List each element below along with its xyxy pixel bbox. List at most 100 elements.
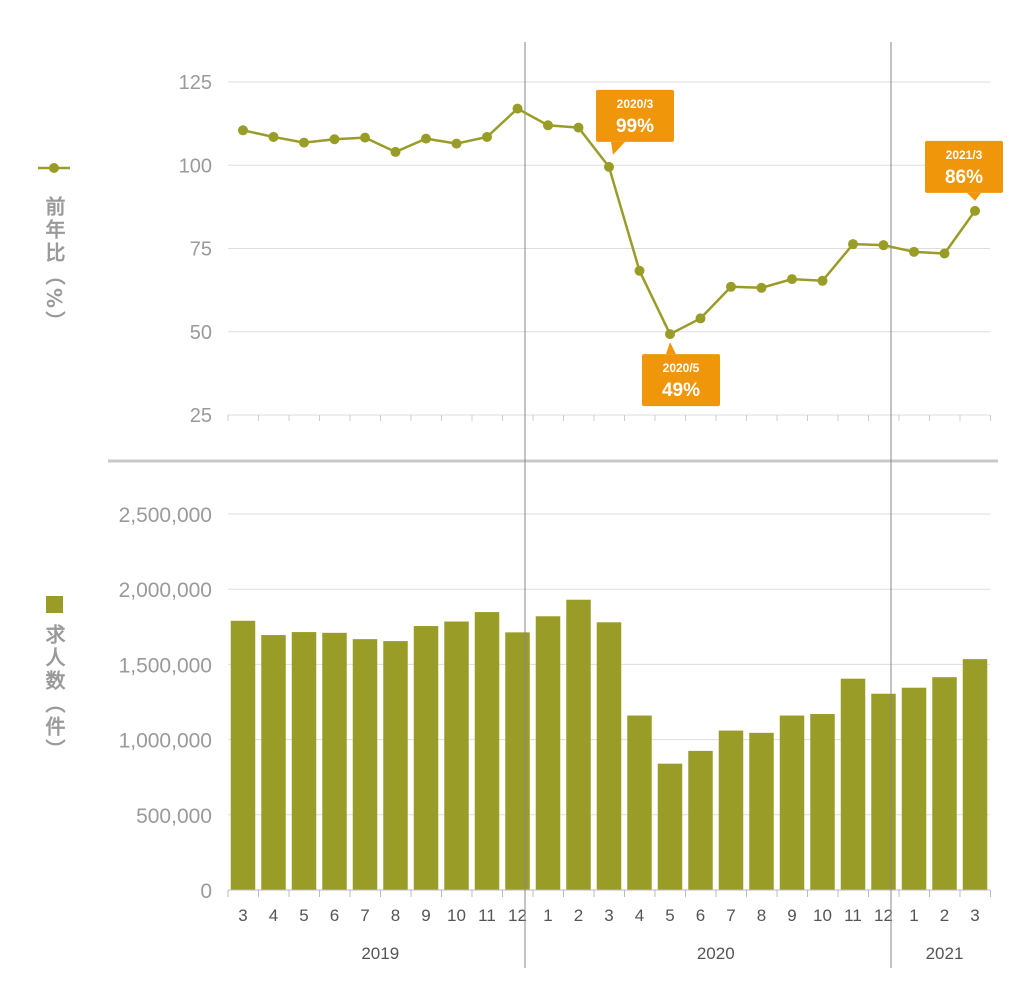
x-tick-label: 4: [635, 906, 644, 925]
bar: [749, 732, 774, 890]
line-series: [242, 107, 977, 336]
callout: 2020/5 49%: [642, 342, 720, 407]
line-point: [756, 282, 767, 293]
bar: [505, 632, 530, 890]
x-tick-label: 4: [269, 906, 278, 925]
bar-y-tick-label: 1,000,000: [119, 730, 212, 753]
line-point: [665, 329, 675, 340]
line-point: [848, 239, 858, 250]
line-point: [604, 161, 614, 172]
x-tick-label: 5: [299, 906, 308, 925]
x-tick-label: 3: [238, 906, 247, 925]
callout-box: [925, 140, 1003, 193]
callout-value: 86%: [945, 167, 983, 188]
line-point: [451, 138, 462, 149]
line-point: [299, 137, 309, 148]
bar: [413, 626, 439, 890]
bar-y-axis-title: 求人数（件）: [42, 624, 66, 762]
line-point: [787, 274, 797, 285]
callout-box: [596, 89, 674, 142]
line-y-tick-label: 75: [190, 239, 212, 261]
line-point: [909, 246, 919, 257]
bar: [627, 715, 652, 890]
callout-date: 2021/3: [946, 148, 983, 162]
bar: [779, 715, 805, 890]
line-point: [238, 125, 248, 136]
x-tick-label: 2: [574, 906, 583, 925]
year-label: 2019: [361, 944, 399, 963]
line-y-tick-label: 50: [190, 322, 212, 344]
line-point: [939, 248, 950, 259]
callout-date: 2020/3: [617, 97, 654, 111]
bar: [871, 693, 896, 890]
line-point: [573, 122, 584, 133]
line-point: [970, 205, 980, 216]
x-tick-label: 12: [874, 906, 893, 925]
bar: [230, 620, 256, 890]
bar: [718, 730, 744, 890]
callout-date: 2020/5: [663, 361, 700, 375]
bar: [688, 750, 713, 890]
bar: [291, 632, 317, 890]
bar: [962, 659, 988, 890]
bar: [596, 622, 622, 890]
bar: [901, 687, 927, 890]
bar: [566, 599, 591, 890]
line-legend-dot: [49, 163, 59, 173]
line-y-tick-label: 100: [179, 155, 212, 177]
callout-pointer: [611, 141, 625, 155]
line-y-tick-label: 25: [190, 405, 212, 427]
line-point: [695, 313, 706, 324]
bar-y-tick-label: 2,000,000: [119, 579, 212, 602]
bar: [840, 678, 866, 890]
bar: [383, 641, 408, 890]
line-point: [512, 103, 523, 114]
x-tick-label: 7: [360, 906, 369, 925]
bar: [474, 612, 500, 890]
callout: 2020/3 99%: [596, 89, 674, 155]
bar: [932, 677, 957, 890]
year-label: 2020: [697, 944, 735, 963]
callout-pointer: [666, 342, 676, 355]
x-tick-label: 8: [391, 906, 400, 925]
bar-y-tick-label: 2,500,000: [119, 504, 212, 527]
x-tick-label: 12: [508, 906, 527, 925]
bar-y-tick-label: 500,000: [136, 805, 212, 828]
line-point: [634, 265, 645, 276]
callout-value: 49%: [662, 380, 700, 401]
callout-pointer: [967, 192, 981, 201]
line-point: [878, 240, 889, 251]
x-tick-label: 11: [478, 906, 496, 925]
bar: [535, 616, 561, 890]
bar-y-tick-label: 1,500,000: [119, 654, 212, 677]
bar-y-tick-label: 0: [200, 880, 212, 903]
line-y-tick-label: 125: [179, 72, 212, 94]
line-point: [268, 131, 279, 142]
x-tick-label: 10: [813, 906, 832, 925]
callout-box: [642, 354, 720, 407]
x-tick-label: 11: [844, 906, 862, 925]
x-tick-label: 10: [447, 906, 466, 925]
bar: [322, 632, 347, 890]
line-point: [329, 134, 340, 145]
bar: [444, 621, 469, 890]
x-tick-label: 3: [970, 906, 979, 925]
x-tick-label: 7: [726, 906, 735, 925]
line-point: [421, 133, 431, 144]
x-tick-label: 8: [757, 906, 766, 925]
line-point: [390, 146, 401, 157]
x-tick-label: 6: [696, 906, 705, 925]
line-y-axis-title: 前年比（%）: [42, 195, 66, 334]
callout-value: 99%: [616, 116, 654, 137]
x-tick-label: 1: [543, 906, 552, 925]
line-point: [482, 131, 492, 142]
x-tick-label: 3: [604, 906, 613, 925]
year-label: 2021: [926, 944, 964, 963]
x-tick-label: 9: [787, 906, 796, 925]
bar-legend-marker: [46, 596, 63, 613]
line-point: [726, 281, 736, 292]
x-tick-label: 1: [909, 906, 918, 925]
bar: [657, 763, 683, 890]
line-point: [817, 275, 828, 286]
